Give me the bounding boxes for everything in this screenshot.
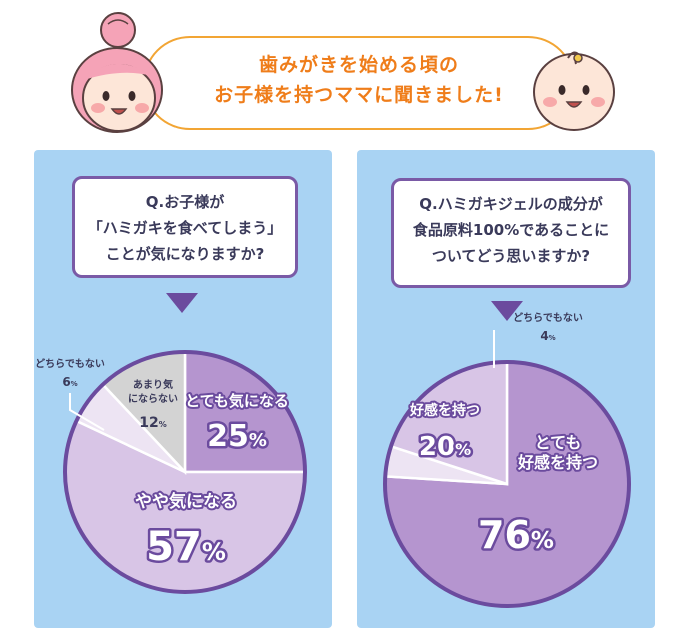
question-1-pointer-icon: [166, 293, 198, 313]
question-1-line-1: Q.お子様が: [145, 193, 225, 211]
question-2-line-2: 食品原料100%であることに: [412, 221, 610, 239]
pie-2-value-label: 20%: [419, 432, 471, 462]
pie-1-slice-label: どちらでもない: [35, 357, 105, 370]
question-1-line-3: ことが気になりますか?: [105, 245, 265, 263]
pie-1-value-label: 25%: [207, 419, 267, 454]
question-2-line-1: Q.ハミガキジェルの成分が: [419, 195, 603, 213]
pie-2-slice-label: どちらでもない: [513, 311, 583, 324]
header-title-line1: 歯みがきを始める頃の: [258, 54, 459, 76]
pie-1-value-label: 6%: [62, 375, 77, 389]
pie-1-value-label: 57%: [146, 524, 226, 570]
pie-1-slice-label: あまり気: [133, 378, 173, 391]
pie-2-outline: [383, 360, 631, 608]
pie-1-value-label: 12%: [139, 415, 167, 431]
pie-2-slice-label: 好感を持つ: [517, 453, 598, 472]
question-2-pointer-icon: [491, 301, 523, 321]
pie-2-value-label: 4%: [540, 329, 555, 343]
pie-2-value-label: 76%: [478, 513, 554, 557]
header-banner: [143, 36, 575, 130]
question-box-2: Q.ハミガキジェルの成分が 食品原料100%であることに ついてどう思いますか?: [391, 178, 631, 288]
question-box-1: Q.お子様が 「ハミガキを食べてしまう」 ことが気になりますか?: [72, 176, 298, 278]
pie-1-leader-line: [69, 393, 105, 431]
header-title-line2: お子様を持つママに聞きました!: [214, 84, 504, 106]
pie-1-slice-label: にならない: [128, 393, 178, 405]
pie-2-slice-label: 好感を持つ: [409, 402, 480, 419]
pie-2-slice-label: とても: [535, 433, 582, 452]
question-2-line-3: ついてどう思いますか?: [431, 247, 591, 265]
mother-face-icon: [71, 12, 163, 133]
pie-1-slice-label: やや気になる: [135, 491, 237, 512]
pie-1-slice-label: とても気になる: [185, 392, 289, 410]
question-1-line-2: 「ハミガキを食べてしまう」: [87, 219, 283, 237]
pie-1-outline: [63, 350, 307, 594]
baby-face-icon: [533, 51, 615, 131]
